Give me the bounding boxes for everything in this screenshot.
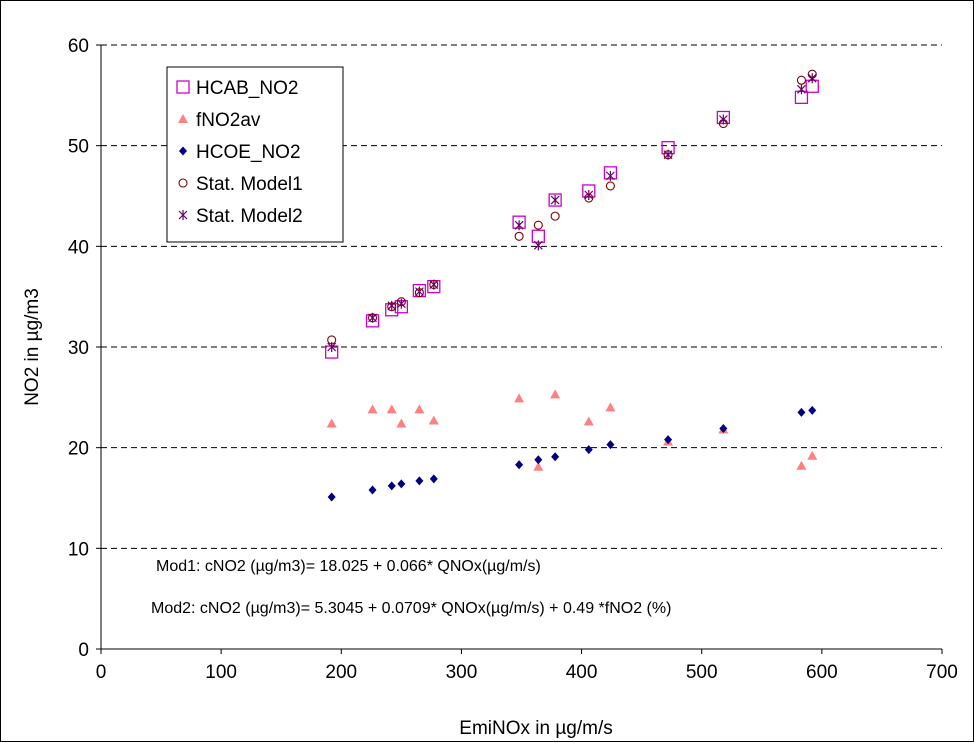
point-stat-model2-9 — [584, 189, 594, 200]
legend-label-hcab-no2: HCAB_NO2 — [196, 78, 298, 99]
point-stat-model2-10 — [605, 170, 615, 181]
series-stat-model1 — [327, 69, 817, 345]
point-stat-model1-6 — [514, 231, 524, 241]
legend-label-hcoe-no2: HCOE_NO2 — [196, 142, 301, 163]
point-fno2av-14 — [807, 450, 818, 460]
x-tick-label-700: 700 — [926, 662, 958, 683]
point-hcab-no2-8 — [548, 193, 562, 207]
point-fno2av-9 — [583, 416, 594, 426]
point-hcoe-no2-13 — [797, 407, 806, 417]
legend-box — [166, 66, 344, 243]
point-fno2av-3 — [396, 418, 407, 428]
series-fno2av — [326, 389, 818, 471]
point-stat-model2-8 — [550, 195, 560, 206]
x-tick-label-600: 600 — [806, 662, 838, 683]
point-stat-model2-2 — [387, 300, 397, 311]
point-hcoe-no2-0 — [327, 492, 336, 502]
y-tick-label-20: 20 — [68, 439, 89, 460]
legend-item-hcab-no2: HCAB_NO2 — [176, 78, 298, 99]
legend-label-fno2av: fNO2av — [196, 110, 261, 131]
point-stat-model2-11 — [663, 149, 673, 160]
legend-marker-hcoe-no2 — [179, 146, 187, 156]
point-stat-model1-13 — [796, 75, 806, 85]
axes — [96, 44, 943, 654]
point-stat-model2-0 — [327, 342, 337, 352]
legend-item-stat-model1: Stat. Model1 — [178, 174, 303, 195]
y-tick-label-10: 10 — [68, 539, 89, 560]
series-stat-model2 — [327, 73, 817, 352]
point-fno2av-7 — [533, 461, 544, 471]
point-fno2av-0 — [326, 418, 337, 428]
legend-marker-fno2av — [178, 114, 188, 123]
legend-label-stat-model2: Stat. Model2 — [196, 206, 303, 227]
series-hcab-no2 — [325, 79, 819, 359]
point-hcoe-no2-3 — [397, 479, 406, 489]
y-axis-title: NO2 in µg/m3 — [22, 288, 43, 406]
legend-marker-stat-model1 — [178, 178, 188, 188]
legend: HCAB_NO2 fNO2av HCOE_NO2 Stat. Model1 Stat. … — [166, 66, 344, 243]
point-fno2av-1 — [367, 404, 378, 414]
point-stat-model2-4 — [414, 286, 424, 297]
y-tick-label-40: 40 — [68, 237, 89, 258]
point-stat-model2-3 — [396, 298, 406, 309]
point-stat-model2-12 — [718, 114, 728, 125]
legend-item-fno2av: fNO2av — [178, 110, 261, 131]
y-tick-label-0: 0 — [78, 640, 89, 661]
legend-item-stat-model2: Stat. Model2 — [178, 206, 303, 227]
point-stat-model2-14 — [807, 73, 817, 84]
x-axis-title: EmiNOx in µg/m/s — [459, 718, 612, 739]
point-stat-model1-7 — [533, 220, 543, 230]
point-hcoe-no2-12 — [719, 424, 728, 434]
model1-equation: Mod1: cNO2 (µg/m3)= 18.025 + 0.066* QNOx… — [156, 558, 541, 575]
x-tick-label-0: 0 — [96, 662, 107, 683]
x-tick-label-200: 200 — [325, 662, 357, 683]
point-hcoe-no2-7 — [534, 455, 543, 465]
y-tick-label-60: 60 — [68, 36, 89, 57]
x-tick-label-400: 400 — [566, 662, 598, 683]
point-fno2av-13 — [796, 460, 807, 470]
point-stat-model2-7 — [533, 240, 543, 251]
data-points — [325, 69, 819, 502]
x-tick-label-100: 100 — [205, 662, 237, 683]
legend-marker-stat-model2 — [178, 210, 188, 220]
series-hcoe-no2 — [327, 405, 817, 502]
point-fno2av-2 — [386, 404, 397, 414]
legend-label-stat-model1: Stat. Model1 — [196, 174, 303, 195]
model2-equation: Mod2: cNO2 (µg/m3)= 5.3045 + 0.0709* QNO… — [151, 600, 671, 617]
x-tick-label-500: 500 — [686, 662, 718, 683]
point-fno2av-5 — [428, 415, 439, 425]
point-fno2av-6 — [514, 393, 525, 403]
point-hcoe-no2-8 — [551, 452, 560, 462]
point-hcoe-no2-4 — [415, 476, 424, 486]
point-hcoe-no2-11 — [664, 435, 673, 445]
point-hcoe-no2-6 — [515, 460, 524, 470]
point-stat-model1-10 — [605, 181, 615, 191]
point-hcoe-no2-2 — [387, 481, 396, 491]
y-tick-label-50: 50 — [68, 137, 89, 158]
point-fno2av-8 — [550, 389, 561, 399]
legend-item-hcoe-no2: HCOE_NO2 — [179, 142, 301, 163]
point-stat-model2-6 — [514, 220, 524, 231]
y-tick-label-30: 30 — [68, 338, 89, 359]
point-fno2av-10 — [605, 402, 616, 412]
legend-marker-hcab-no2 — [176, 80, 190, 94]
point-hcoe-no2-9 — [584, 445, 593, 455]
point-stat-model2-1 — [368, 312, 377, 323]
point-fno2av-4 — [414, 404, 425, 414]
point-hcoe-no2-10 — [606, 440, 615, 450]
x-tick-label-300: 300 — [446, 662, 478, 683]
point-hcoe-no2-1 — [368, 485, 377, 495]
point-hcoe-no2-5 — [429, 474, 438, 484]
point-stat-model1-8 — [550, 211, 560, 221]
point-stat-model2-13 — [797, 84, 806, 95]
point-stat-model2-5 — [429, 279, 439, 290]
point-hcoe-no2-14 — [808, 405, 817, 415]
